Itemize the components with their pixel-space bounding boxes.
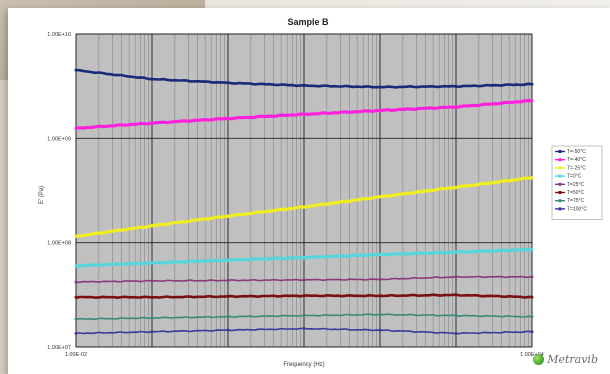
data-point: [74, 126, 78, 130]
data-point: [74, 68, 78, 72]
data-point: [150, 121, 154, 125]
data-point: [74, 234, 78, 238]
data-point: [150, 330, 154, 334]
data-point: [454, 275, 458, 279]
legend: T=-50°C T=-40°C T=-25°C T=0°C T=25°C T=50°C T=…: [551, 145, 603, 220]
data-point: [150, 279, 154, 283]
data-point: [226, 294, 230, 298]
data-point: [378, 108, 382, 112]
data-point: [378, 294, 382, 298]
plot-area: 1.00E+07 1.00E+08 1.00E+09 1.00E+10 1.00E-02…: [47, 32, 544, 358]
data-point: [530, 330, 534, 334]
data-point: [226, 214, 230, 218]
data-point: [530, 99, 534, 103]
y-tick-label: 1.00E+09: [47, 136, 71, 142]
brand-name: Metravib: [547, 352, 598, 366]
data-point: [226, 278, 230, 282]
data-point: [150, 261, 154, 265]
chart: Sample B 1.00E+07 1.00E+08 1.00E+09 1.00E+1…: [39, 17, 603, 368]
data-point: [226, 258, 230, 262]
legend-label: T=-25°C: [567, 165, 586, 171]
legend-marker: [558, 207, 562, 211]
y-axis-title: E' (Pa): [39, 186, 45, 204]
legend-marker: [558, 182, 562, 186]
legend-label: T=100°C: [567, 206, 587, 212]
data-point: [454, 250, 458, 254]
legend-label: T=0°C: [567, 174, 582, 180]
legend-label: T=-40°C: [567, 157, 586, 163]
data-point: [226, 315, 230, 319]
data-point: [454, 331, 458, 335]
data-point: [302, 294, 306, 298]
data-point: [378, 195, 382, 199]
data-point: [226, 81, 230, 85]
data-point: [378, 85, 382, 89]
data-point: [530, 248, 534, 252]
data-point: [454, 84, 458, 88]
chart-title: Sample B: [287, 17, 329, 27]
legend-label: T=-50°C: [567, 149, 586, 155]
metravib-logo-icon: [533, 353, 545, 365]
data-point: [150, 316, 154, 320]
data-point: [74, 264, 78, 268]
data-point: [74, 280, 78, 284]
legend-marker: [558, 191, 562, 194]
legend-marker: [558, 174, 562, 178]
data-point: [150, 295, 154, 299]
data-point: [74, 317, 78, 321]
data-point: [302, 327, 306, 331]
data-point: [74, 295, 78, 299]
data-point: [530, 82, 534, 86]
legend-label: T=50°C: [567, 190, 585, 196]
brand-logo: Metravib: [533, 352, 598, 366]
data-point: [454, 105, 458, 109]
data-point: [530, 315, 534, 319]
data-point: [226, 116, 230, 120]
data-point: [454, 185, 458, 189]
data-point: [302, 314, 306, 318]
y-tick-label: 1.00E+10: [47, 32, 71, 38]
data-point: [150, 77, 154, 81]
data-point: [74, 331, 78, 335]
x-tick-label: 1.00E+04: [520, 352, 544, 358]
legend-label: T=25°C: [567, 182, 585, 188]
data-point: [302, 84, 306, 88]
data-point: [378, 312, 382, 316]
data-point: [378, 328, 382, 332]
background-strip: [205, 0, 610, 8]
legend-marker: [558, 199, 562, 203]
data-point: [302, 278, 306, 282]
data-point: [302, 256, 306, 260]
x-tick-label: 1.00E-02: [65, 352, 87, 358]
legend-label: T=75°C: [567, 198, 585, 204]
y-tick-label: 1.00E+07: [47, 345, 71, 351]
y-tick-label: 1.00E+08: [47, 241, 71, 247]
legend-marker: [558, 150, 562, 153]
data-point: [302, 205, 306, 209]
data-point: [150, 224, 154, 228]
legend-marker: [558, 158, 562, 162]
chart-card: Sample B 1.00E+07 1.00E+08 1.00E+09 1.00E+1…: [8, 8, 610, 374]
data-point: [530, 176, 534, 180]
legend-marker: [558, 166, 562, 170]
data-point: [530, 275, 534, 279]
data-point: [302, 112, 306, 116]
x-axis-title: Frequency (Hz): [283, 362, 324, 368]
data-point: [454, 293, 458, 297]
data-point: [530, 295, 534, 299]
data-point: [378, 253, 382, 257]
data-point: [226, 328, 230, 332]
data-point: [378, 277, 382, 281]
data-point: [454, 314, 458, 318]
